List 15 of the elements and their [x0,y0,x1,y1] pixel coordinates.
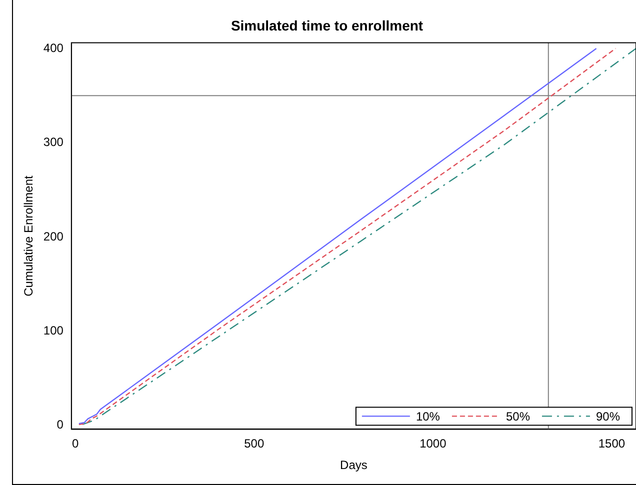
chart-title: Simulated time to enrollment [230,17,424,34]
legend-label: 10% [416,410,440,424]
x-tick-label: 500 [244,436,264,451]
y-axis-title: Cumulative Enrollment [22,174,36,296]
y-tick-label: 300 [43,135,64,150]
x-axis-title: Days [340,458,368,472]
legend-label: 90% [596,410,620,424]
y-tick-label: 200 [43,229,64,244]
y-tick-label: 400 [43,40,64,55]
y-tick-label: 0 [56,418,64,432]
x-tick-label: 0 [72,436,80,451]
legend-label: 50% [506,410,530,424]
y-tick-label: 100 [43,324,64,338]
x-tick-label: 1500 [598,436,626,451]
x-tick-label: 1000 [420,436,447,451]
